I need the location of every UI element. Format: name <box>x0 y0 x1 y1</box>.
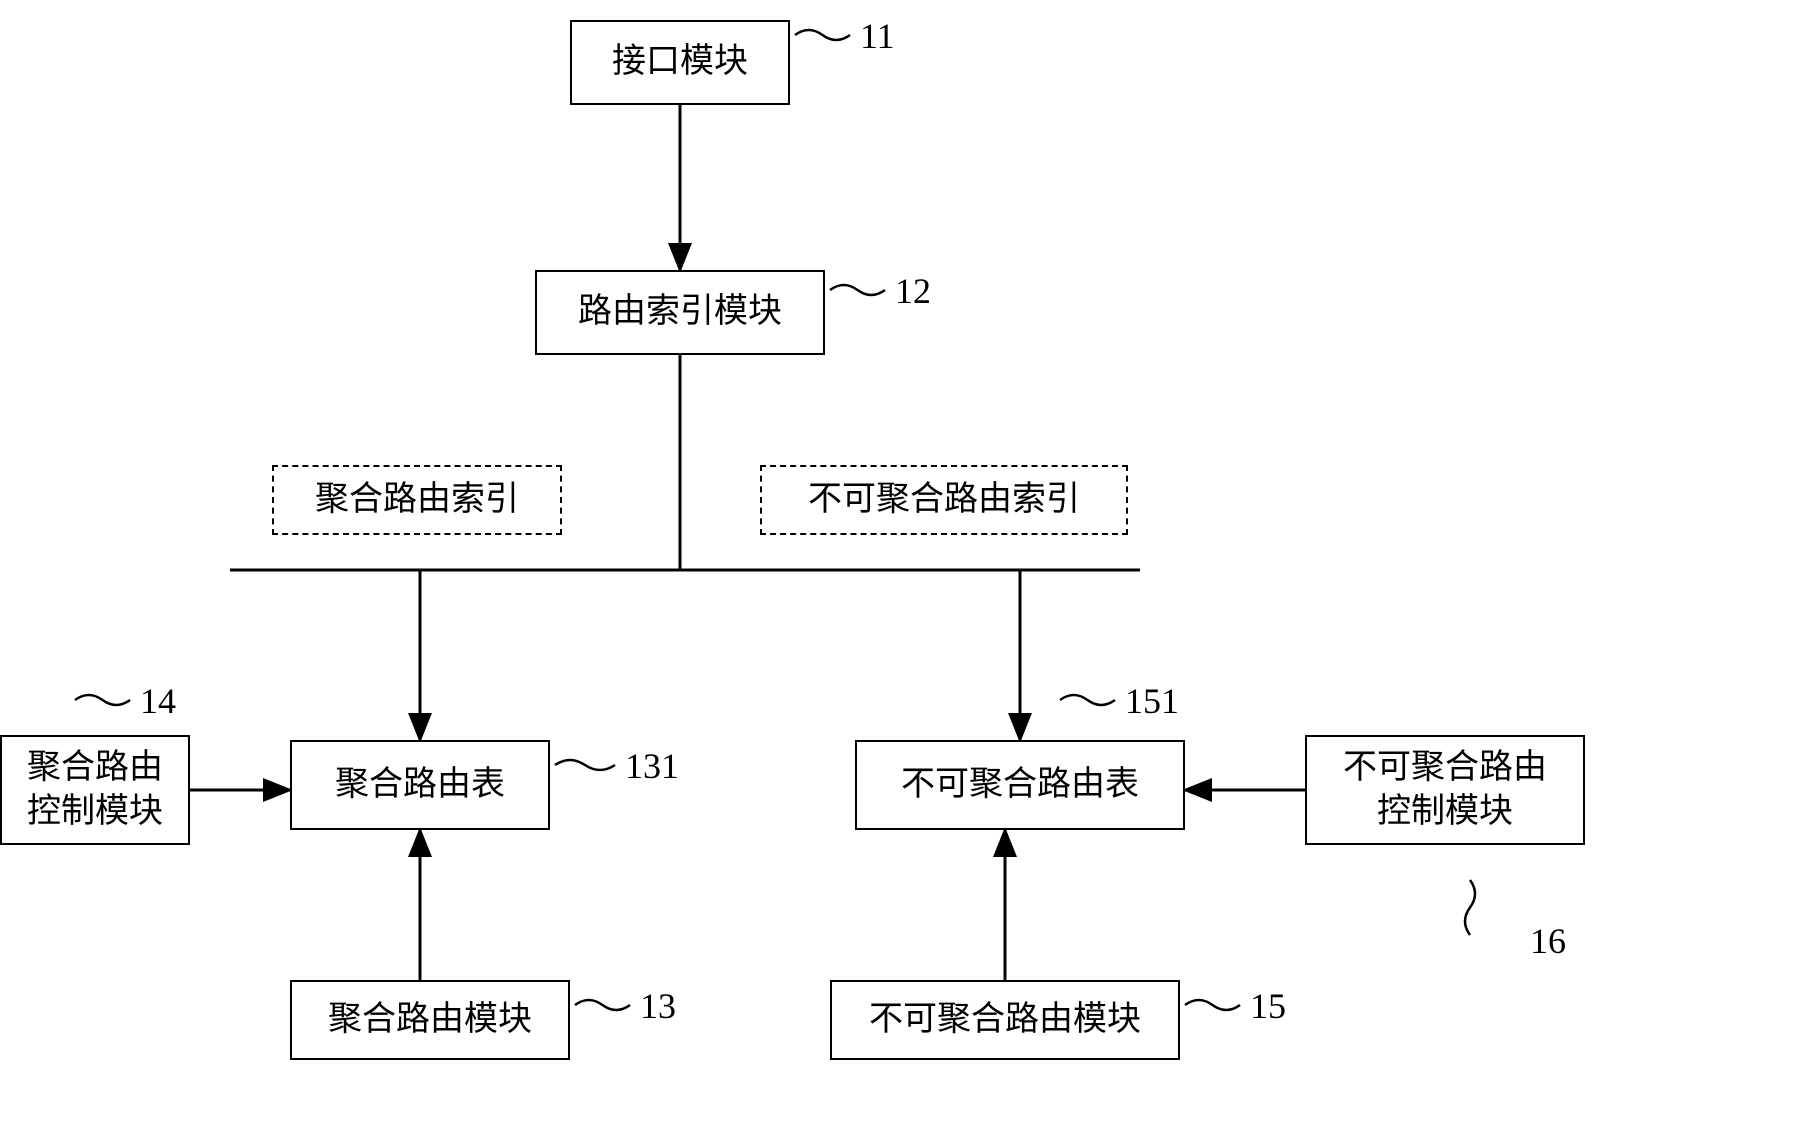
leader-13 <box>575 1000 630 1010</box>
node-nonAggIndex: 不可聚合路由索引 <box>760 465 1128 535</box>
ref-label-131: 131 <box>625 745 679 787</box>
ref-label-14: 14 <box>140 680 176 722</box>
node-nonAggCtrl: 不可聚合路由控制模块 <box>1305 735 1585 845</box>
edges-layer <box>0 0 1812 1136</box>
ref-label-151: 151 <box>1125 680 1179 722</box>
leader-14 <box>75 695 130 705</box>
node-nonAggModule: 不可聚合路由模块 <box>830 980 1180 1060</box>
node-nonAggTable: 不可聚合路由表 <box>855 740 1185 830</box>
leader-16 <box>1465 880 1475 935</box>
leader-11 <box>795 30 850 40</box>
node-routeIndex: 路由索引模块 <box>535 270 825 355</box>
node-interface: 接口模块 <box>570 20 790 105</box>
leader-151 <box>1060 695 1115 705</box>
node-aggTable: 聚合路由表 <box>290 740 550 830</box>
ref-label-12: 12 <box>895 270 931 312</box>
node-aggIndex: 聚合路由索引 <box>272 465 562 535</box>
node-aggModule: 聚合路由模块 <box>290 980 570 1060</box>
leader-15 <box>1185 1000 1240 1010</box>
ref-label-15: 15 <box>1250 985 1286 1027</box>
ref-label-11: 11 <box>860 15 895 57</box>
leader-131 <box>555 760 615 770</box>
ref-label-13: 13 <box>640 985 676 1027</box>
diagram-canvas: 接口模块路由索引模块聚合路由索引 不可聚合路由索引聚合路由控制模块 聚合路由表聚合路… <box>0 0 1812 1136</box>
node-aggCtrl: 聚合路由控制模块 <box>0 735 190 845</box>
leader-12 <box>830 285 885 295</box>
ref-label-16: 16 <box>1530 920 1566 962</box>
